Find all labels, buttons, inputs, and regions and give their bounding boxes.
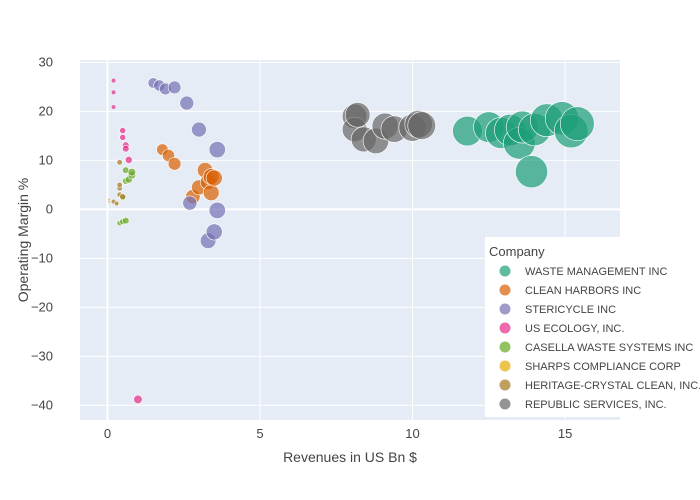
legend-label: US ECOLOGY, INC. bbox=[525, 323, 624, 335]
data-point bbox=[344, 102, 371, 128]
y-tick-label: −10 bbox=[31, 250, 53, 265]
x-tick-labels: 0 5 10 15 bbox=[104, 426, 572, 441]
legend-label: WASTE MANAGEMENT INC bbox=[525, 266, 667, 278]
legend-item[interactable]: HERITAGE-CRYSTAL CLEAN, INC. bbox=[499, 379, 700, 393]
legend-item[interactable]: SHARPS COMPLIANCE CORP bbox=[499, 360, 681, 374]
legend[interactable]: Company WASTE MANAGEMENT INC CLEAN HARBOR… bbox=[485, 237, 700, 417]
x-axis-title: Revenues in US Bn $ bbox=[283, 449, 417, 465]
data-point bbox=[182, 195, 198, 211]
data-point bbox=[208, 141, 226, 159]
y-tick-label: 10 bbox=[39, 152, 53, 167]
legend-marker bbox=[499, 284, 511, 296]
legend-label: REPUBLIC SERVICES, INC. bbox=[525, 399, 667, 411]
legend-marker bbox=[499, 322, 511, 334]
data-point bbox=[127, 167, 137, 177]
data-point bbox=[205, 223, 223, 241]
y-tick-labels: −40 −30 −20 −10 0 10 20 30 bbox=[31, 54, 53, 412]
data-point bbox=[116, 181, 123, 188]
data-point bbox=[108, 201, 110, 204]
data-point bbox=[208, 201, 226, 219]
legend-items[interactable]: WASTE MANAGEMENT INC CLEAN HARBORS INC STE… bbox=[499, 265, 700, 412]
legend-label: SHARPS COMPLIANCE CORP bbox=[525, 361, 681, 373]
data-point bbox=[113, 200, 120, 207]
data-point bbox=[119, 193, 127, 201]
x-tick-label: 10 bbox=[405, 426, 419, 441]
y-tick-label: −20 bbox=[31, 299, 53, 314]
legend-item[interactable]: CLEAN HARBORS INC bbox=[499, 284, 642, 298]
legend-label: STERICYCLE INC bbox=[525, 304, 616, 316]
data-point bbox=[167, 157, 182, 171]
data-point bbox=[111, 90, 116, 95]
legend-label: CLEAN HARBORS INC bbox=[525, 285, 641, 297]
legend-marker bbox=[499, 265, 511, 277]
legend-marker bbox=[499, 303, 511, 315]
x-tick-label: 0 bbox=[104, 426, 111, 441]
legend-item[interactable]: WASTE MANAGEMENT INC bbox=[499, 265, 668, 279]
legend-marker bbox=[499, 398, 511, 410]
data-point bbox=[559, 106, 595, 141]
legend-label: CASELLA WASTE SYSTEMS INC bbox=[525, 342, 693, 354]
y-tick-label: 30 bbox=[39, 54, 53, 69]
data-point bbox=[119, 134, 127, 141]
legend-item[interactable]: US ECOLOGY, INC. bbox=[499, 322, 625, 336]
data-point bbox=[202, 184, 220, 202]
y-tick-label: −40 bbox=[31, 397, 53, 412]
legend-item[interactable]: REPUBLIC SERVICES, INC. bbox=[499, 398, 667, 412]
data-point bbox=[116, 159, 123, 166]
data-point bbox=[124, 155, 133, 164]
legend-marker bbox=[499, 360, 511, 372]
legend-marker bbox=[499, 341, 511, 353]
y-axis-title: Operating Margin % bbox=[15, 178, 31, 303]
data-point bbox=[191, 121, 207, 138]
data-point bbox=[407, 111, 436, 140]
data-point bbox=[119, 127, 127, 134]
data-point bbox=[167, 80, 182, 95]
y-tick-label: 0 bbox=[46, 201, 53, 216]
data-point bbox=[133, 394, 143, 405]
legend-label: HERITAGE-CRYSTAL CLEAN, INC. bbox=[525, 380, 700, 392]
legend-item[interactable]: STERICYCLE INC bbox=[499, 303, 617, 317]
data-markers bbox=[108, 77, 595, 405]
data-point bbox=[122, 216, 130, 225]
x-tick-label: 5 bbox=[256, 426, 263, 441]
data-point bbox=[179, 95, 195, 111]
y-tick-label: −30 bbox=[31, 348, 53, 363]
legend-title: Company bbox=[489, 244, 545, 259]
legend-item[interactable]: CASELLA WASTE SYSTEMS INC bbox=[499, 341, 694, 355]
data-point bbox=[108, 198, 110, 201]
data-point bbox=[515, 155, 548, 189]
data-point bbox=[205, 169, 223, 187]
data-point bbox=[122, 144, 130, 153]
x-tick-label: 15 bbox=[558, 426, 572, 441]
data-point bbox=[111, 78, 116, 83]
y-tick-label: 20 bbox=[39, 103, 53, 118]
data-point bbox=[111, 105, 116, 109]
legend-marker bbox=[499, 379, 511, 391]
